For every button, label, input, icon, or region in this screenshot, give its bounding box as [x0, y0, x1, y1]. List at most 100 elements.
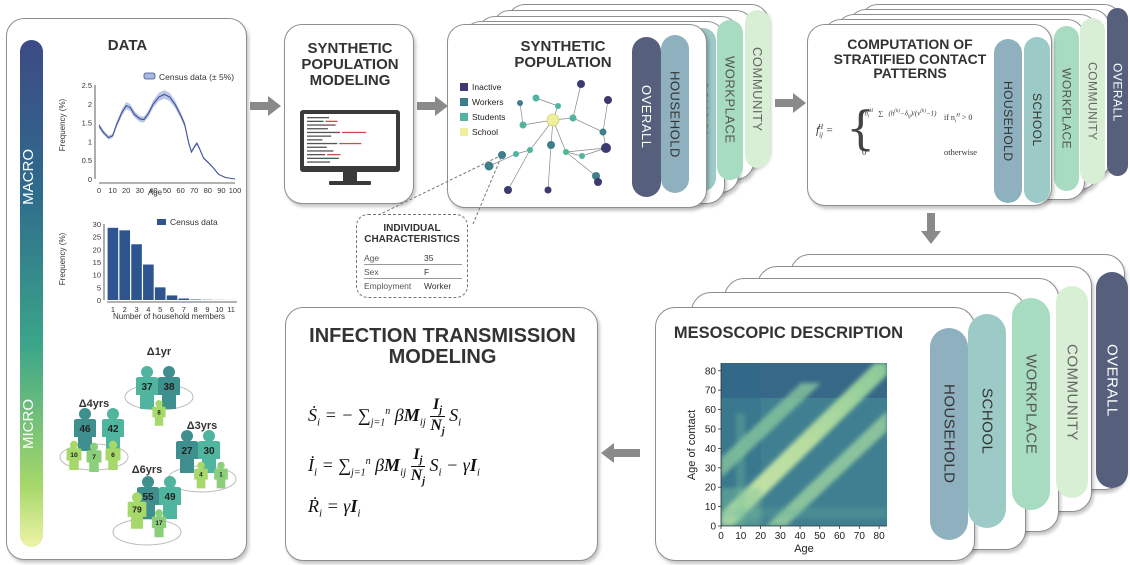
code-line [307, 117, 329, 119]
person-icon: 27 [176, 430, 198, 473]
person-head [163, 366, 175, 378]
person-age: 55 [142, 492, 154, 503]
heatmap-ylabel: Age of contact [686, 410, 698, 480]
person-age: 6 [111, 452, 115, 459]
family-ground-ellipse [112, 518, 182, 546]
heatmap-ytick-label: 50 [705, 424, 717, 435]
household-xtick-label: 2 [123, 305, 127, 314]
contacts-tab-household[interactable]: HOUSEHOLD [994, 39, 1022, 203]
heatmap-ytick-label: 20 [705, 483, 717, 494]
families-illustration: Δ1yr 37 38 8 Δ4yrs 46 42 10 7 6 Δ3yrs 27 30 4 1 Δ6yrs 55… [59, 347, 237, 546]
person-body [159, 487, 181, 519]
population-tab-overall[interactable]: OVERALL [632, 37, 661, 197]
arrow-data-to-modeling [250, 96, 281, 116]
household-bar [131, 244, 142, 300]
family-label: Δ4yrs [79, 398, 110, 410]
data-panel-title: DATA [107, 37, 148, 54]
heatmap-xtick-label: 10 [735, 531, 747, 542]
age-xtick-label: 70 [190, 186, 198, 195]
network-edge [488, 153, 517, 167]
person-head [181, 430, 193, 442]
person-icon: 1 [214, 461, 228, 489]
contacts-tab-community[interactable]: COMMUNITY [1080, 18, 1105, 184]
contact-formula: fijH = { 1/niH ∑ (h(k)−δij)/(ν(k)−1) if … [816, 101, 978, 157]
person-age: 38 [163, 382, 175, 393]
network-node [601, 143, 611, 153]
heatmap-ytick-label: 10 [705, 502, 717, 513]
transmission-card: INFECTION TRANSMISSION MODELING Ṡi = − ∑… [285, 307, 598, 561]
person-age: 4 [199, 472, 203, 479]
household-ytick-label: 0 [97, 296, 101, 305]
person-head [155, 400, 163, 408]
person-body [176, 441, 198, 473]
computer-monitor-icon [300, 110, 400, 185]
household-ytick-label: 20 [93, 245, 101, 254]
mesoscopic-card: MESOSCOPIC DESCRIPTION 0 10 20 3 [655, 307, 1006, 561]
code-line [307, 146, 327, 148]
equation-infected: İi = ∑j=1n βMij Ij Nj Si − γIi [308, 446, 480, 488]
person-age: 49 [164, 492, 176, 503]
arrow-mesoscopic-to-transmission [601, 443, 640, 463]
legend-school: School [460, 125, 506, 140]
data-panel: DATA MACRO MICRO 0 0.5 1 1.5 2 2.5 0 10 20 30 40 5… [6, 18, 247, 560]
callout-connector [359, 151, 506, 225]
code-line [307, 154, 326, 156]
meso-tab-community[interactable]: COMMUNITY [1056, 286, 1088, 498]
family-label: Δ1yr [147, 347, 172, 358]
meso-tab-household[interactable]: HOUSEHOLD [930, 328, 968, 540]
age-confidence-band [99, 90, 235, 179]
person-body [214, 468, 228, 489]
macro-label: MACRO [20, 149, 37, 205]
heatmap-xtick-label: 0 [718, 531, 724, 542]
age-ytick-label: 2.5 [82, 81, 92, 90]
person-age: 42 [107, 424, 119, 435]
code-line-highlight [327, 154, 341, 156]
heatmap-xtick-label: 50 [814, 531, 826, 542]
household-xtick-label: 7 [182, 305, 186, 314]
meso-tab-school[interactable]: SCHOOL [968, 314, 1006, 528]
person-head [197, 461, 205, 470]
heatmap-ytick-label: 0 [710, 522, 716, 533]
population-tab-workplace[interactable]: WORKPLACE [717, 20, 743, 180]
person-icon: 37 [136, 366, 158, 409]
contacts-tab-overall[interactable]: OVERALL [1107, 8, 1128, 176]
person-icon: 6 [105, 440, 121, 471]
network-node [579, 153, 585, 159]
age-xtick-label: 100 [229, 186, 241, 195]
synthetic-population-card: SYNTHETIC POPULATION Inactive Workers St… [447, 24, 707, 208]
meso-tab-overall[interactable]: OVERALL [1096, 272, 1128, 488]
contacts-tab-school[interactable]: SCHOOL [1024, 37, 1050, 203]
network-node [569, 114, 577, 122]
individual-row-employment: Employment Worker [364, 280, 452, 291]
legend-inactive: Inactive [460, 80, 506, 95]
contact-patterns-card: COMPUTATION OF STRATIFIED CONTACT PATTER… [807, 24, 1052, 206]
household-ytick-label: 10 [93, 271, 101, 280]
network-node [517, 100, 523, 106]
person-age: 46 [79, 424, 91, 435]
population-tab-household[interactable]: HOUSEHOLD [661, 35, 689, 193]
network-edge [519, 102, 524, 126]
synthetic-modeling-title: SYNTHETIC POPULATION MODELING [301, 40, 399, 89]
contacts-tab-workplace[interactable]: WORKPLACE [1054, 26, 1079, 191]
age-xtick-label: 90 [217, 186, 225, 195]
person-age: 27 [181, 446, 193, 457]
network-node [519, 121, 527, 129]
network-edge [572, 83, 582, 119]
network-node [546, 113, 560, 127]
person-body [127, 501, 147, 529]
code-line [307, 128, 328, 130]
person-icon: 38 [158, 366, 180, 409]
meso-tab-workplace[interactable]: WORKPLACE [1012, 298, 1050, 510]
person-icon: 4 [194, 461, 208, 489]
household-bar [190, 299, 201, 300]
network-node [599, 128, 607, 136]
code-line [307, 131, 340, 134]
person-age: 1 [219, 472, 223, 479]
age-ytick-label: 0 [88, 175, 92, 184]
population-tab-community[interactable]: COMMUNITY [745, 10, 770, 168]
person-icon: 79 [127, 492, 147, 529]
person-body [152, 406, 166, 426]
family-label: Δ6yrs [132, 464, 163, 476]
network-node [594, 178, 602, 186]
